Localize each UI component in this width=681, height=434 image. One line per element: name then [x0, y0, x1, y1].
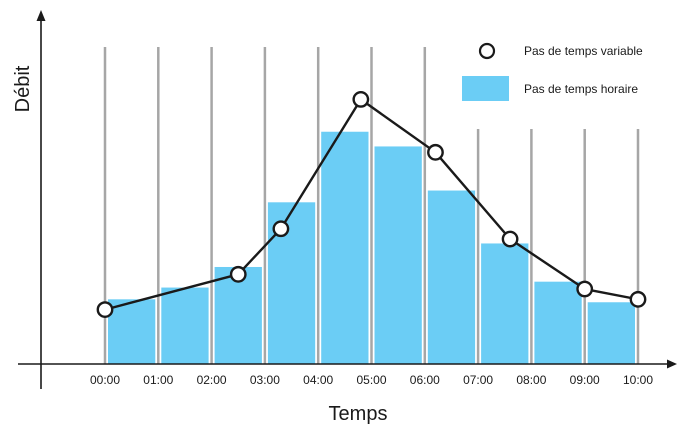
y-axis-title: Débit: [12, 65, 34, 112]
bar: [534, 281, 582, 364]
x-tick-label: 01:00: [143, 373, 173, 387]
x-axis-arrow-icon: [667, 359, 677, 369]
data-point: [629, 290, 647, 308]
x-tick-label: 05:00: [356, 373, 386, 387]
x-tick-label: 09:00: [570, 373, 600, 387]
bar-series: [108, 131, 635, 364]
bar: [587, 302, 635, 364]
legend-swatch-bar-icon: [462, 76, 509, 101]
x-axis-title: Temps: [329, 403, 388, 425]
bar: [374, 146, 422, 364]
data-point: [96, 301, 114, 319]
legend-label-variable: Pas de temps variable: [524, 44, 643, 58]
legend-label-horaire: Pas de temps horaire: [524, 82, 638, 96]
data-point: [501, 230, 519, 248]
data-point: [427, 143, 444, 161]
x-tick-label: 07:00: [463, 373, 493, 387]
bar: [427, 190, 476, 364]
vertical-grid-lines: [103, 47, 640, 364]
axes: [18, 10, 677, 389]
data-point: [576, 280, 594, 298]
bar: [214, 266, 262, 364]
line-series: [96, 91, 647, 319]
x-tick-labels: 00:00 01:00 02:00 03:00 04:00 05:00 06:00 07:00…: [90, 373, 653, 387]
x-tick-label: 00:00: [90, 373, 120, 387]
legend-entry-horaire: Pas de temps horaire: [462, 76, 638, 101]
y-axis-arrow-icon: [36, 10, 46, 21]
bar: [321, 131, 369, 364]
data-point: [229, 265, 247, 283]
x-tick-label: 10:00: [623, 373, 653, 387]
series-line: [104, 98, 639, 311]
x-tick-label: 03:00: [250, 373, 280, 387]
data-point: [272, 220, 290, 238]
x-tick-label: 04:00: [303, 373, 333, 387]
x-tick-label: 06:00: [410, 373, 440, 387]
data-point: [352, 91, 370, 108]
legend-marker-circle-icon: [478, 42, 496, 60]
bar: [481, 243, 529, 364]
x-tick-label: 08:00: [516, 373, 546, 387]
bar: [161, 287, 209, 364]
x-tick-label: 02:00: [197, 373, 227, 387]
legend: Pas de temps variable Pas de temps horai…: [462, 42, 643, 101]
bar: [108, 299, 156, 364]
legend-entry-variable: Pas de temps variable: [478, 42, 643, 60]
